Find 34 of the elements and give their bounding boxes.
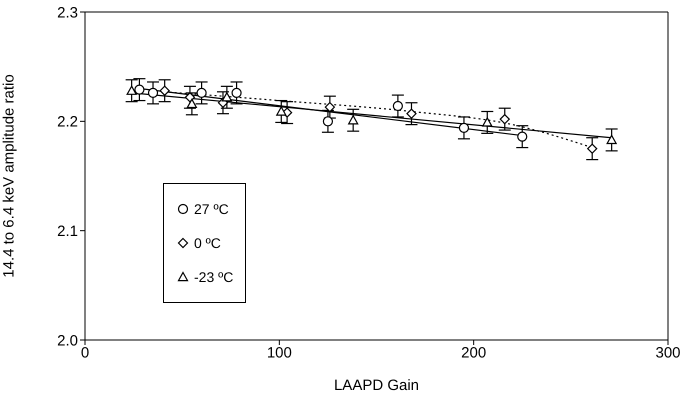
point <box>126 86 137 95</box>
x-tick-label: 0 <box>80 344 90 362</box>
point <box>134 84 145 95</box>
point <box>587 144 598 154</box>
point <box>500 114 510 124</box>
y-tick-label: 2.0 <box>57 332 78 350</box>
y-tick-label: 2.1 <box>57 222 78 240</box>
x-tick-label: 100 <box>266 344 292 362</box>
x-tick-label: 300 <box>655 344 681 362</box>
point <box>606 134 617 144</box>
point <box>517 132 528 142</box>
x-tick-label: 200 <box>461 344 486 362</box>
legend-label: -23 ºC <box>194 269 234 285</box>
point <box>348 115 358 124</box>
point <box>148 88 158 98</box>
point <box>406 108 417 119</box>
point <box>196 88 207 98</box>
point <box>324 102 335 112</box>
legend-label: 27 ºC <box>194 201 229 217</box>
point <box>322 116 334 126</box>
x-axis-title: LAAPD Gain <box>334 377 420 394</box>
point <box>482 117 492 127</box>
point <box>186 98 197 108</box>
y-axis-title: 14.4 to 6.4 keV amplitude ratio <box>0 74 18 278</box>
point <box>231 88 242 98</box>
y-tick-label: 2.3 <box>57 4 78 22</box>
y-tick-label: 2.2 <box>57 114 78 131</box>
point <box>392 100 403 112</box>
point <box>160 86 170 96</box>
legend-label: 0 ºC <box>194 235 221 251</box>
point <box>458 122 470 133</box>
point <box>276 106 286 116</box>
point <box>184 92 196 102</box>
point <box>222 92 232 102</box>
